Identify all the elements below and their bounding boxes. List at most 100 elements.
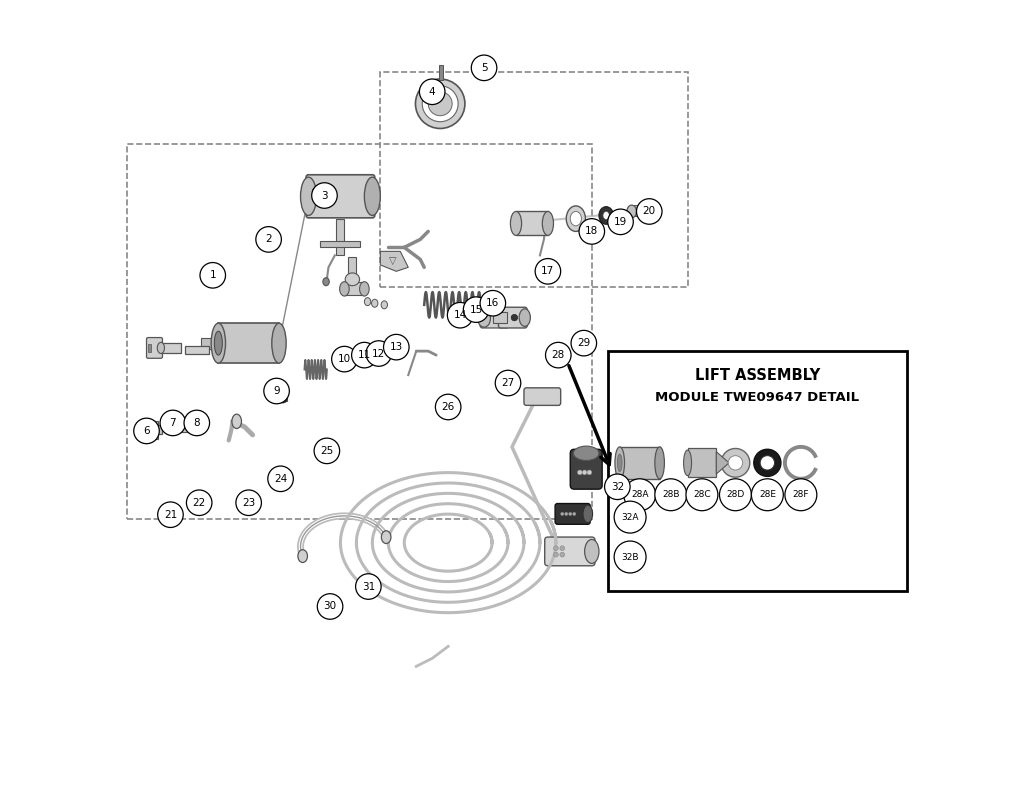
FancyBboxPatch shape [570, 449, 602, 489]
Text: 32A: 32A [622, 512, 639, 522]
Bar [321, 241, 360, 247]
Text: MODULE TWE09647 DETAIL: MODULE TWE09647 DETAIL [655, 391, 859, 404]
Circle shape [785, 479, 817, 511]
Text: 28D: 28D [726, 490, 744, 500]
FancyBboxPatch shape [177, 418, 200, 433]
Ellipse shape [519, 309, 530, 326]
Circle shape [686, 479, 718, 511]
FancyBboxPatch shape [524, 388, 561, 405]
Text: 17: 17 [542, 267, 555, 276]
Text: 29: 29 [578, 338, 591, 348]
Ellipse shape [141, 424, 148, 435]
Ellipse shape [721, 448, 750, 477]
Ellipse shape [570, 211, 582, 226]
Ellipse shape [510, 211, 521, 235]
Circle shape [256, 227, 282, 252]
Ellipse shape [365, 177, 380, 215]
Ellipse shape [422, 86, 458, 122]
Ellipse shape [627, 205, 637, 218]
Circle shape [568, 512, 571, 516]
Text: 10: 10 [338, 354, 351, 364]
Bar [632, 205, 646, 216]
Text: 13: 13 [390, 342, 402, 352]
Circle shape [311, 183, 337, 208]
Text: 21: 21 [164, 510, 177, 519]
Ellipse shape [566, 206, 586, 231]
Ellipse shape [416, 79, 465, 128]
Text: 5: 5 [480, 63, 487, 73]
Ellipse shape [231, 414, 242, 429]
Ellipse shape [365, 298, 371, 306]
Text: 19: 19 [614, 217, 627, 227]
Text: 28B: 28B [663, 490, 680, 500]
Text: 8: 8 [194, 418, 200, 428]
Bar [481, 68, 489, 72]
Text: 20: 20 [643, 207, 655, 216]
Circle shape [496, 370, 521, 396]
FancyBboxPatch shape [146, 338, 163, 358]
Bar [218, 323, 279, 363]
Text: 22: 22 [193, 498, 206, 508]
Circle shape [536, 259, 561, 284]
Text: 23: 23 [242, 498, 255, 508]
Ellipse shape [372, 299, 378, 307]
Ellipse shape [428, 92, 453, 116]
Text: 28E: 28E [759, 490, 776, 500]
Circle shape [624, 479, 655, 511]
Circle shape [158, 502, 183, 527]
Text: 6: 6 [143, 426, 150, 436]
Ellipse shape [300, 177, 316, 215]
Bar [516, 211, 548, 235]
Circle shape [471, 55, 497, 81]
Text: 27: 27 [502, 378, 515, 388]
Circle shape [654, 479, 687, 511]
Circle shape [279, 395, 287, 403]
Circle shape [572, 512, 575, 516]
Text: 32: 32 [610, 482, 624, 492]
Ellipse shape [617, 454, 623, 472]
Circle shape [268, 466, 293, 492]
FancyBboxPatch shape [555, 504, 590, 524]
Text: 28F: 28F [793, 490, 809, 500]
Circle shape [571, 330, 597, 356]
Circle shape [604, 474, 630, 500]
Ellipse shape [754, 449, 781, 476]
Circle shape [420, 79, 445, 105]
Bar [161, 343, 181, 353]
Ellipse shape [271, 323, 286, 363]
Circle shape [578, 470, 583, 475]
Ellipse shape [345, 273, 359, 286]
Text: 31: 31 [361, 582, 375, 591]
Circle shape [579, 219, 604, 244]
Ellipse shape [359, 282, 370, 296]
Ellipse shape [268, 393, 274, 401]
Ellipse shape [728, 456, 742, 470]
Text: 2: 2 [265, 235, 272, 244]
Ellipse shape [175, 419, 182, 432]
Circle shape [160, 410, 185, 436]
Circle shape [546, 342, 571, 368]
Circle shape [355, 574, 381, 599]
Circle shape [317, 594, 343, 619]
Ellipse shape [585, 539, 599, 563]
Circle shape [332, 346, 357, 372]
Circle shape [134, 418, 160, 444]
Ellipse shape [603, 211, 609, 219]
FancyBboxPatch shape [499, 307, 527, 328]
Ellipse shape [615, 447, 625, 479]
Circle shape [236, 490, 261, 516]
Bar [337, 219, 344, 255]
Ellipse shape [298, 550, 307, 563]
Text: 12: 12 [372, 349, 385, 358]
Text: 32B: 32B [622, 552, 639, 562]
Text: 4: 4 [429, 87, 435, 97]
Circle shape [264, 378, 290, 404]
Circle shape [608, 209, 633, 235]
Ellipse shape [760, 456, 774, 470]
Ellipse shape [214, 331, 222, 355]
Ellipse shape [478, 67, 485, 77]
Circle shape [614, 541, 646, 573]
Circle shape [752, 479, 783, 511]
Ellipse shape [543, 211, 554, 235]
Circle shape [561, 512, 564, 516]
